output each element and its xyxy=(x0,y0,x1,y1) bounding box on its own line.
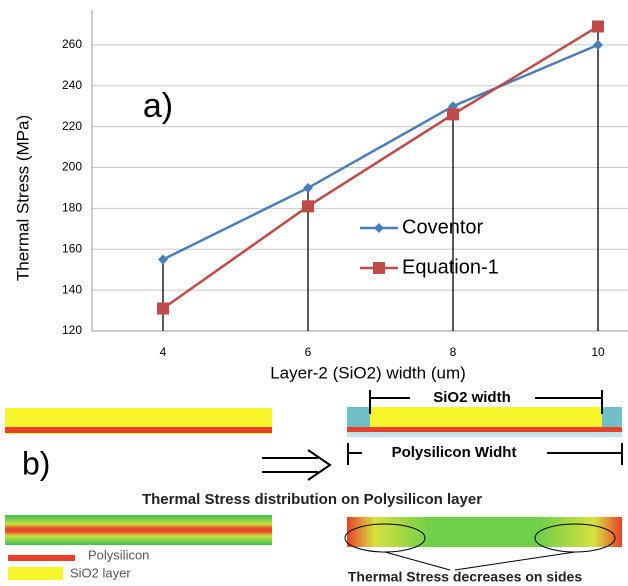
y-tick-label: 200 xyxy=(62,160,82,174)
x-tick-label: 4 xyxy=(160,345,167,359)
y-tick-label: 160 xyxy=(62,241,82,255)
legend-label: SiO2 layer xyxy=(70,565,131,580)
y-tick-label: 260 xyxy=(62,37,82,51)
legend-label: Coventor xyxy=(402,216,483,238)
y-tick-label: 180 xyxy=(62,201,82,215)
point xyxy=(302,200,314,212)
stress-map xyxy=(5,515,272,545)
substrate xyxy=(347,432,622,437)
pointer xyxy=(385,552,575,570)
poly-bar xyxy=(5,427,272,433)
legend-swatch xyxy=(8,567,63,580)
figure-b: SiO2 width Polysilicon Widht b) Thermal … xyxy=(5,389,622,585)
y-tick-label: 120 xyxy=(62,323,82,337)
stress-map xyxy=(347,517,622,547)
y-tick-label: 240 xyxy=(62,78,82,92)
point xyxy=(373,262,385,274)
point xyxy=(447,108,459,120)
legend-label: Equation-1 xyxy=(402,256,499,278)
sio2-width-label: SiO2 width xyxy=(433,389,511,406)
y-tick-label: 220 xyxy=(62,119,82,133)
legend-label: Polysilicon xyxy=(88,547,149,562)
arrow xyxy=(262,450,330,480)
x-tick-label: 6 xyxy=(305,345,312,359)
point xyxy=(592,20,604,32)
chart: a) Thermal Stress (MPa) Layer-2 (SiO2) w… xyxy=(13,10,628,382)
panel-label: b) xyxy=(22,445,50,481)
point xyxy=(158,254,168,264)
note: Thermal Stress decreases on sides xyxy=(348,569,582,585)
poly-width-label: Polysilicon Widht xyxy=(392,444,517,461)
panel-label: a) xyxy=(143,87,173,125)
sio2-bar xyxy=(370,407,602,427)
y-axis-title: Thermal Stress (MPa) xyxy=(13,115,32,281)
x-tick-label: 8 xyxy=(450,345,457,359)
caption: Thermal Stress distribution on Polysilic… xyxy=(142,491,482,508)
x-axis-title: Layer-2 (SiO2) width (um) xyxy=(270,363,466,382)
point xyxy=(157,303,169,315)
x-tick-label: 10 xyxy=(591,345,605,359)
point xyxy=(303,183,313,193)
point xyxy=(593,40,603,50)
page: a) Thermal Stress (MPa) Layer-2 (SiO2) w… xyxy=(0,0,628,586)
poly-bar xyxy=(347,427,622,432)
point xyxy=(374,223,384,233)
y-tick-label: 140 xyxy=(62,282,82,296)
